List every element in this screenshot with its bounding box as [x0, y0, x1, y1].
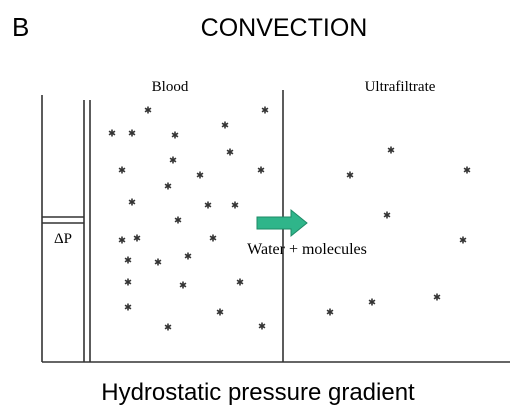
- molecule: [128, 198, 136, 206]
- arrow-label: Water + molecules: [247, 241, 367, 258]
- molecule: [231, 201, 239, 209]
- molecule: [108, 129, 116, 137]
- molecule: [459, 236, 467, 244]
- molecule: [118, 166, 126, 174]
- molecule: [216, 308, 224, 316]
- caption: Hydrostatic pressure gradient: [101, 379, 415, 406]
- molecule: [326, 308, 334, 316]
- panel-label: B: [12, 12, 29, 42]
- molecule: [196, 171, 204, 179]
- molecule: [133, 234, 141, 242]
- molecule: [368, 298, 376, 306]
- molecule: [387, 146, 395, 154]
- molecule: [463, 166, 471, 174]
- molecule: [236, 278, 244, 286]
- molecule: [124, 256, 132, 264]
- molecule: [124, 278, 132, 286]
- molecule: [179, 281, 187, 289]
- molecule: [184, 252, 192, 260]
- title: CONVECTION: [201, 14, 368, 42]
- molecule: [144, 106, 152, 114]
- molecule: [209, 234, 217, 242]
- molecule: [204, 201, 212, 209]
- molecule: [154, 258, 162, 266]
- molecule: [174, 216, 182, 224]
- flow-arrow: [256, 208, 308, 238]
- molecule: [124, 303, 132, 311]
- molecule: [226, 148, 234, 156]
- molecule: [171, 131, 179, 139]
- compartment-label: Blood: [152, 79, 189, 95]
- molecule: [169, 156, 177, 164]
- molecule: [118, 236, 126, 244]
- molecule: [128, 129, 136, 137]
- molecule: [346, 171, 354, 179]
- molecule: [164, 323, 172, 331]
- molecule: [261, 106, 269, 114]
- molecule: [258, 322, 266, 330]
- molecule: [257, 166, 265, 174]
- molecule: [221, 121, 229, 129]
- compartment-label: Ultrafiltrate: [365, 79, 436, 95]
- molecule: [433, 293, 441, 301]
- molecule: [383, 211, 391, 219]
- piston-label: ΔP: [54, 231, 72, 247]
- molecule: [164, 182, 172, 190]
